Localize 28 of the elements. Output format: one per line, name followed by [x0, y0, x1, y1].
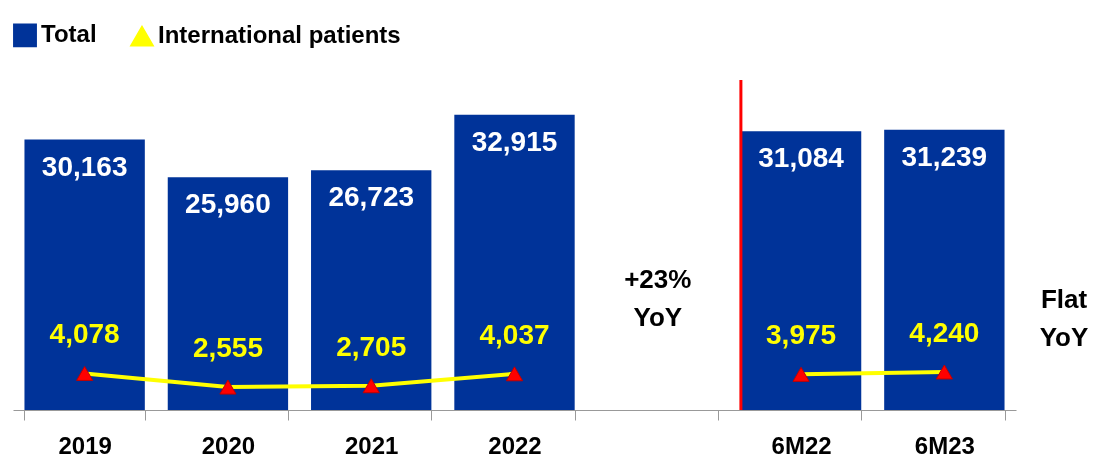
data-label: 30,163 [41, 150, 128, 182]
data-label: 4,037 [479, 318, 550, 350]
data-label: 2,705 [336, 330, 407, 362]
data-label: 4,078 [49, 318, 120, 350]
data-label: 4,240 [909, 316, 980, 348]
bar [454, 114, 575, 410]
data-label: 26,723 [328, 181, 415, 213]
bar [167, 177, 289, 410]
annotation: +23% YoY [624, 264, 692, 332]
legend-label: Total [41, 20, 97, 48]
x-tick-label: 2022 [488, 431, 542, 459]
legend-label: International patients [158, 21, 401, 49]
data-label: 32,915 [471, 125, 558, 157]
text: Flat YoY [1039, 284, 1089, 352]
bar [884, 129, 1005, 410]
data-label: 3,975 [766, 319, 837, 351]
data-label: 31,084 [758, 142, 845, 174]
x-tick-label: 2021 [345, 431, 399, 459]
bar [740, 131, 862, 410]
bar [24, 139, 145, 410]
data-label: 25,960 [185, 188, 271, 220]
x-tick-label: 2019 [58, 431, 112, 459]
x-tick-label: 6M23 [914, 431, 975, 459]
data-label: 31,239 [901, 140, 988, 172]
data-label: 2,555 [192, 332, 263, 364]
x-tick-label: 6M22 [771, 431, 832, 459]
x-tick-label: 2020 [201, 431, 256, 459]
bar [311, 170, 432, 410]
